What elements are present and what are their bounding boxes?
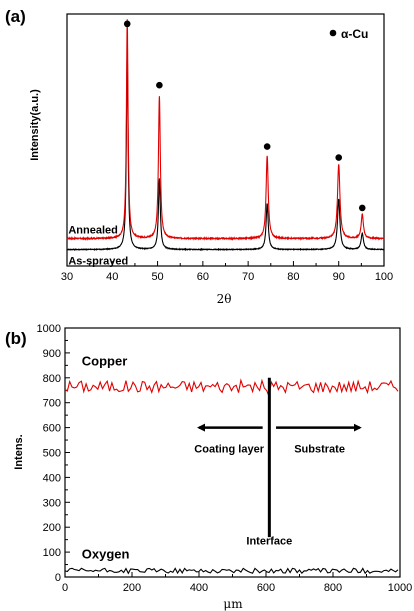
panel-b-plot-area: 0 100 200 300 400 500 600 700 800 900 1000 0 200 400 6… — [37, 323, 413, 594]
panel-a-series-annealed-line — [66, 19, 385, 241]
panel-a-x-tick-label: 70 — [242, 271, 254, 283]
panel-b-copper-label: Copper — [82, 353, 128, 368]
panel-a-x-tick-label: 60 — [197, 271, 209, 283]
panel-b-y-tick-label: 800 — [43, 373, 61, 385]
panel-a-y-axis-label: Intensity(a.u.) — [29, 89, 41, 161]
panel-a-x-tick-label: 100 — [375, 271, 393, 283]
panel-b-label: (b) — [5, 329, 27, 348]
panel-b-series-copper-line — [64, 378, 399, 399]
panel-a-curve-label-as-sprayed: As-sprayed — [68, 255, 128, 267]
panel-a-x-tick-label: 30 — [61, 271, 73, 283]
panel-a-label: (a) — [5, 7, 26, 26]
panel-a-x-tick-label: 40 — [106, 271, 118, 283]
panel-b-substrate-label: Substrate — [294, 444, 345, 456]
panel-a-peak-marker — [156, 81, 163, 89]
panel-b-x-tick-label: 400 — [190, 582, 208, 594]
panel-b-x-tick-label: 200 — [123, 582, 141, 594]
panel-b-y-tick-label: 100 — [43, 547, 61, 559]
panel-b-y-tick-label: 300 — [43, 497, 61, 509]
panel-a-curve-label-annealed: Annealed — [68, 225, 118, 237]
panel-a-peak-marker — [335, 154, 343, 161]
panel-a-x-tick-label: 90 — [333, 271, 345, 283]
panel-b-y-tick-label: 500 — [43, 448, 61, 460]
panel-b-series-oxygen-line — [64, 567, 399, 575]
panel-b-y-tick-label: 900 — [43, 348, 61, 360]
panel-b-y-tick-label: 700 — [43, 398, 61, 410]
panel-b-y-axis-label: Intens. — [13, 434, 25, 469]
panel-b-oxygen-label: Oxygen — [82, 546, 130, 561]
panel-a-x-tick-label: 80 — [287, 271, 299, 283]
panel-b-y-tick-label: 600 — [43, 423, 61, 435]
panel-b-y-tick-label: 0 — [55, 572, 61, 584]
panel-a-x-axis-label: 2θ — [217, 292, 232, 306]
panel-b-x-tick-label: 0 — [62, 582, 68, 594]
panel-a-x-tick-label: 50 — [151, 271, 163, 283]
panel-a-legend-marker — [329, 29, 337, 37]
panel-a-peak-marker — [263, 143, 271, 150]
panel-b-y-tick-label: 1000 — [37, 323, 61, 335]
panel-a-peak-marker — [358, 204, 366, 212]
panel-a-series-as-sprayed-line — [66, 52, 385, 252]
panel-b-y-tick-label: 400 — [43, 472, 61, 484]
panel-b-x-axis-label: μm — [223, 597, 243, 611]
panel-a-legend-label: α-Cu — [341, 27, 368, 41]
panel-b-coating-label: Coating layer — [194, 444, 264, 456]
panel-b-x-tick-label: 800 — [324, 582, 342, 594]
panel-b-x-tick-label: 600 — [257, 582, 275, 594]
panel-a-peak-marker — [123, 20, 131, 28]
panel-b-x-tick-label: 1000 — [388, 582, 412, 594]
panel-b-y-tick-label: 200 — [43, 522, 61, 534]
panel-b-interface-label: Interface — [246, 536, 292, 548]
panel-a-plot-area: 30 40 50 60 70 80 90 100 Annealed As-sprayed α-Cu — [61, 13, 393, 283]
